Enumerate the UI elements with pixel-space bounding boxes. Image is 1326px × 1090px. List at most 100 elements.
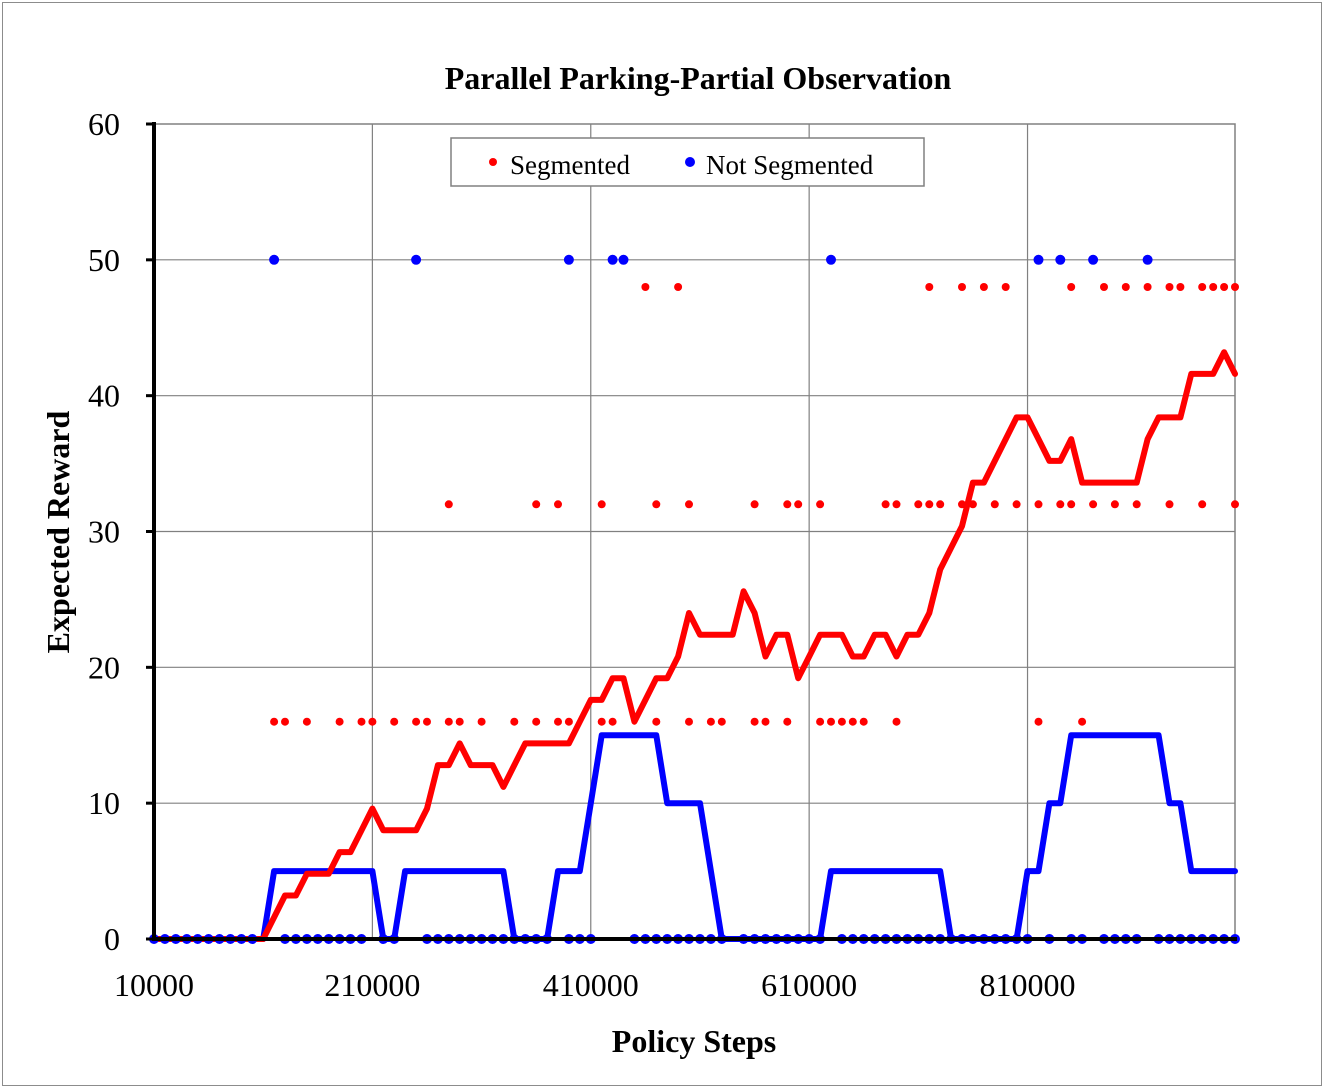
data-point-segmented bbox=[1176, 283, 1185, 291]
y-tick-label: 50 bbox=[88, 242, 120, 278]
data-point-segmented bbox=[1067, 500, 1076, 509]
data-point-segmented bbox=[608, 717, 617, 726]
data-point-segmented bbox=[685, 717, 693, 726]
data-point-segmented bbox=[444, 717, 453, 726]
data-point-segmented bbox=[390, 717, 399, 726]
data-point-segmented bbox=[859, 717, 868, 726]
y-tick-label: 30 bbox=[88, 514, 120, 550]
data-point-segmented bbox=[1034, 500, 1043, 509]
data-point-segmented bbox=[564, 717, 573, 726]
data-point-segmented bbox=[1165, 283, 1174, 291]
data-point-segmented bbox=[848, 717, 857, 726]
grid-lines bbox=[154, 124, 1235, 939]
data-point-segmented bbox=[1231, 283, 1239, 291]
data-point-segmented bbox=[674, 283, 683, 291]
data-point-segmented bbox=[412, 717, 421, 726]
data-point-segmented bbox=[641, 283, 650, 291]
data-point-segmented bbox=[717, 717, 726, 726]
y-tick-label: 20 bbox=[88, 649, 120, 685]
y-tick-label: 10 bbox=[88, 785, 120, 821]
data-point-segmented bbox=[510, 717, 519, 726]
data-point-segmented bbox=[1067, 283, 1076, 291]
data-point-segmented bbox=[1132, 500, 1141, 509]
data-point-segmented bbox=[685, 500, 693, 509]
x-tick-label: 210000 bbox=[324, 967, 420, 1003]
data-point-segmented bbox=[1056, 500, 1065, 509]
data-point-segmented bbox=[1121, 283, 1130, 291]
data-point-not-segmented bbox=[411, 254, 422, 265]
data-point-segmented bbox=[554, 717, 562, 726]
data-point-segmented bbox=[1220, 283, 1229, 291]
data-point-segmented bbox=[968, 500, 977, 509]
data-point-not-segmented bbox=[563, 254, 574, 265]
y-tick-label: 0 bbox=[104, 921, 120, 957]
data-point-segmented bbox=[816, 717, 825, 726]
data-point-segmented bbox=[1198, 500, 1207, 509]
data-point-segmented bbox=[1078, 717, 1087, 726]
data-point-segmented bbox=[1209, 283, 1218, 291]
x-tick-label: 610000 bbox=[761, 967, 857, 1003]
data-point-segmented bbox=[1198, 283, 1207, 291]
data-point-segmented bbox=[816, 500, 825, 509]
data-point-segmented bbox=[1143, 283, 1152, 291]
data-point-segmented bbox=[477, 717, 486, 726]
data-point-segmented bbox=[750, 717, 759, 726]
data-point-segmented bbox=[1001, 283, 1010, 291]
data-point-segmented bbox=[597, 500, 606, 509]
data-point-segmented bbox=[1034, 717, 1043, 726]
data-point-segmented bbox=[455, 717, 464, 726]
data-point-segmented bbox=[925, 283, 934, 291]
data-point-segmented bbox=[1100, 283, 1108, 291]
legend: Segmented Not Segmented bbox=[450, 137, 925, 187]
axes bbox=[152, 122, 1237, 941]
data-point-segmented bbox=[783, 500, 792, 509]
data-point-segmented bbox=[761, 717, 770, 726]
series-layer bbox=[149, 254, 1240, 944]
data-point-segmented bbox=[444, 500, 453, 509]
data-point-segmented bbox=[302, 717, 311, 726]
data-point-segmented bbox=[837, 717, 846, 726]
data-point-segmented bbox=[1165, 500, 1174, 509]
data-point-not-segmented bbox=[1055, 254, 1066, 265]
data-point-segmented bbox=[597, 717, 606, 726]
data-point-segmented bbox=[1012, 500, 1021, 509]
data-point-segmented bbox=[270, 717, 279, 726]
data-point-segmented bbox=[357, 717, 366, 726]
series-line-segmented bbox=[151, 349, 1238, 942]
x-tick-labels: 10000 210000 410000 610000 810000 bbox=[114, 967, 1076, 1003]
data-point-segmented bbox=[783, 717, 792, 726]
data-point-segmented bbox=[706, 717, 715, 726]
data-point-segmented bbox=[925, 500, 934, 509]
data-point-segmented bbox=[794, 500, 803, 509]
data-point-segmented bbox=[750, 500, 759, 509]
data-point-not-segmented bbox=[826, 254, 836, 265]
series-line-not-segmented bbox=[151, 732, 1238, 942]
data-point-segmented bbox=[892, 717, 901, 726]
data-point-segmented bbox=[1089, 500, 1098, 509]
data-point-not-segmented bbox=[1142, 254, 1153, 265]
x-tick-label: 410000 bbox=[543, 967, 639, 1003]
data-point-segmented bbox=[914, 500, 923, 509]
data-point-segmented bbox=[958, 283, 966, 291]
y-tick-label: 60 bbox=[88, 106, 120, 142]
legend-label-not-segmented: Not Segmented bbox=[706, 150, 874, 180]
data-point-segmented bbox=[652, 500, 661, 509]
data-point-not-segmented bbox=[269, 254, 280, 265]
data-point-segmented bbox=[532, 500, 541, 509]
data-point-segmented bbox=[958, 500, 966, 509]
data-point-segmented bbox=[1110, 500, 1119, 509]
data-point-segmented bbox=[892, 500, 901, 509]
data-point-segmented bbox=[881, 500, 890, 509]
data-point-segmented bbox=[979, 283, 988, 291]
data-point-segmented bbox=[368, 717, 377, 726]
data-point-segmented bbox=[423, 717, 431, 726]
data-point-segmented bbox=[532, 717, 541, 726]
y-tick-label: 40 bbox=[88, 378, 120, 414]
chart-title: Parallel Parking-Partial Observation bbox=[445, 60, 952, 96]
x-axis-label: Policy Steps bbox=[612, 1023, 776, 1059]
data-point-segmented bbox=[652, 717, 661, 726]
data-point-segmented bbox=[1231, 500, 1239, 509]
data-point-not-segmented bbox=[1088, 254, 1099, 265]
data-point-segmented bbox=[827, 717, 835, 726]
legend-label-segmented: Segmented bbox=[510, 150, 630, 180]
